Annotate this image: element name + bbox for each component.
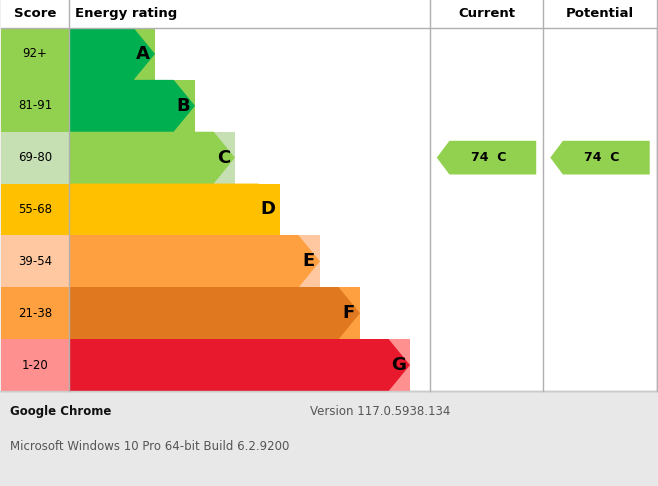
Bar (1, 80, 69, 132)
Text: Microsoft Windows 10 Pro 64-bit Build 6.2.9200: Microsoft Windows 10 Pro 64-bit Build 6.… (10, 439, 290, 452)
Polygon shape (69, 339, 410, 391)
Text: Potential: Potential (566, 7, 634, 20)
Text: Energy rating: Energy rating (75, 7, 177, 20)
Bar (69, 80, 174, 132)
Text: 21-38: 21-38 (18, 307, 52, 320)
Text: G: G (391, 356, 406, 374)
Bar (69, 80, 195, 132)
Text: Google Chrome: Google Chrome (10, 404, 111, 417)
Text: 92+: 92+ (22, 48, 47, 60)
Bar (1, 339, 69, 391)
Text: E: E (302, 252, 315, 270)
Text: 74  C: 74 C (470, 151, 506, 164)
Text: Score: Score (14, 7, 56, 20)
Text: 55-68: 55-68 (18, 203, 52, 216)
Bar (69, 339, 389, 391)
Bar (69, 28, 134, 80)
Bar (1, 28, 69, 80)
Bar (1, 0, 657, 28)
Text: D: D (261, 201, 276, 219)
Polygon shape (69, 184, 280, 235)
Bar (69, 339, 410, 391)
Polygon shape (437, 141, 536, 174)
Polygon shape (69, 80, 195, 132)
Bar (69, 287, 339, 339)
Polygon shape (69, 28, 155, 80)
Text: A: A (136, 45, 150, 63)
Text: 1-20: 1-20 (22, 359, 49, 372)
Polygon shape (550, 141, 649, 174)
Polygon shape (69, 235, 320, 287)
Bar (1, 0, 657, 391)
Bar (69, 132, 235, 184)
Text: C: C (216, 149, 230, 167)
Bar (1, 132, 69, 184)
Bar (1, 287, 69, 339)
Polygon shape (69, 287, 360, 339)
Text: Version 117.0.5938.134: Version 117.0.5938.134 (310, 404, 450, 417)
Polygon shape (69, 132, 235, 184)
Bar (1, 235, 69, 287)
Text: B: B (176, 97, 190, 115)
Bar (69, 235, 320, 287)
Bar (69, 287, 360, 339)
Text: 69-80: 69-80 (18, 151, 52, 164)
Bar (69, 132, 214, 184)
Text: 81-91: 81-91 (18, 99, 52, 112)
Bar (69, 184, 259, 235)
Text: Current: Current (458, 7, 515, 20)
Bar (1, 184, 69, 235)
Bar (0, 391, 658, 486)
Bar (69, 28, 155, 80)
Text: 74  C: 74 C (584, 151, 620, 164)
Bar (69, 235, 299, 287)
Text: F: F (342, 304, 355, 322)
Text: 39-54: 39-54 (18, 255, 52, 268)
Bar (69, 184, 280, 235)
